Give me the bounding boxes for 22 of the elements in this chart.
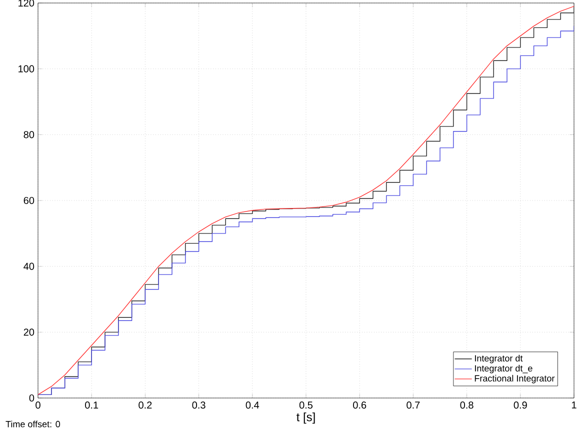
y-tick-label: 60: [24, 196, 34, 204]
text: Time offset: 0: [6, 420, 60, 428]
x-tick-label: 0.1: [85, 402, 98, 409]
x-tick-label: 0.5: [299, 402, 313, 409]
x-tick-label: 0.2: [138, 402, 152, 409]
x-axis-title: t [s]: [296, 412, 315, 424]
y-tick-label: 80: [24, 131, 34, 138]
y-tick-label: 0: [29, 394, 34, 402]
legend-label: Integrator dt: [475, 354, 523, 364]
x-tick-label: 1: [572, 402, 576, 408]
y-tick-label: 100: [18, 65, 34, 72]
y-tick-label: 40: [24, 262, 34, 270]
x-tick-label: 0.9: [514, 402, 527, 409]
legend-label: Integrator dt_e: [475, 364, 532, 374]
x-tick-label: 0: [36, 402, 40, 409]
y-tick-label: 20: [24, 328, 34, 336]
x-tick-label: 0.3: [192, 402, 206, 409]
legend-label: Fractional Integrator: [474, 374, 555, 384]
x-tick-label: 0.8: [460, 402, 474, 409]
x-tick-label: 0.6: [353, 402, 366, 409]
x-tick-label: 0.7: [406, 402, 420, 409]
x-tick-label: 0.4: [246, 402, 260, 409]
